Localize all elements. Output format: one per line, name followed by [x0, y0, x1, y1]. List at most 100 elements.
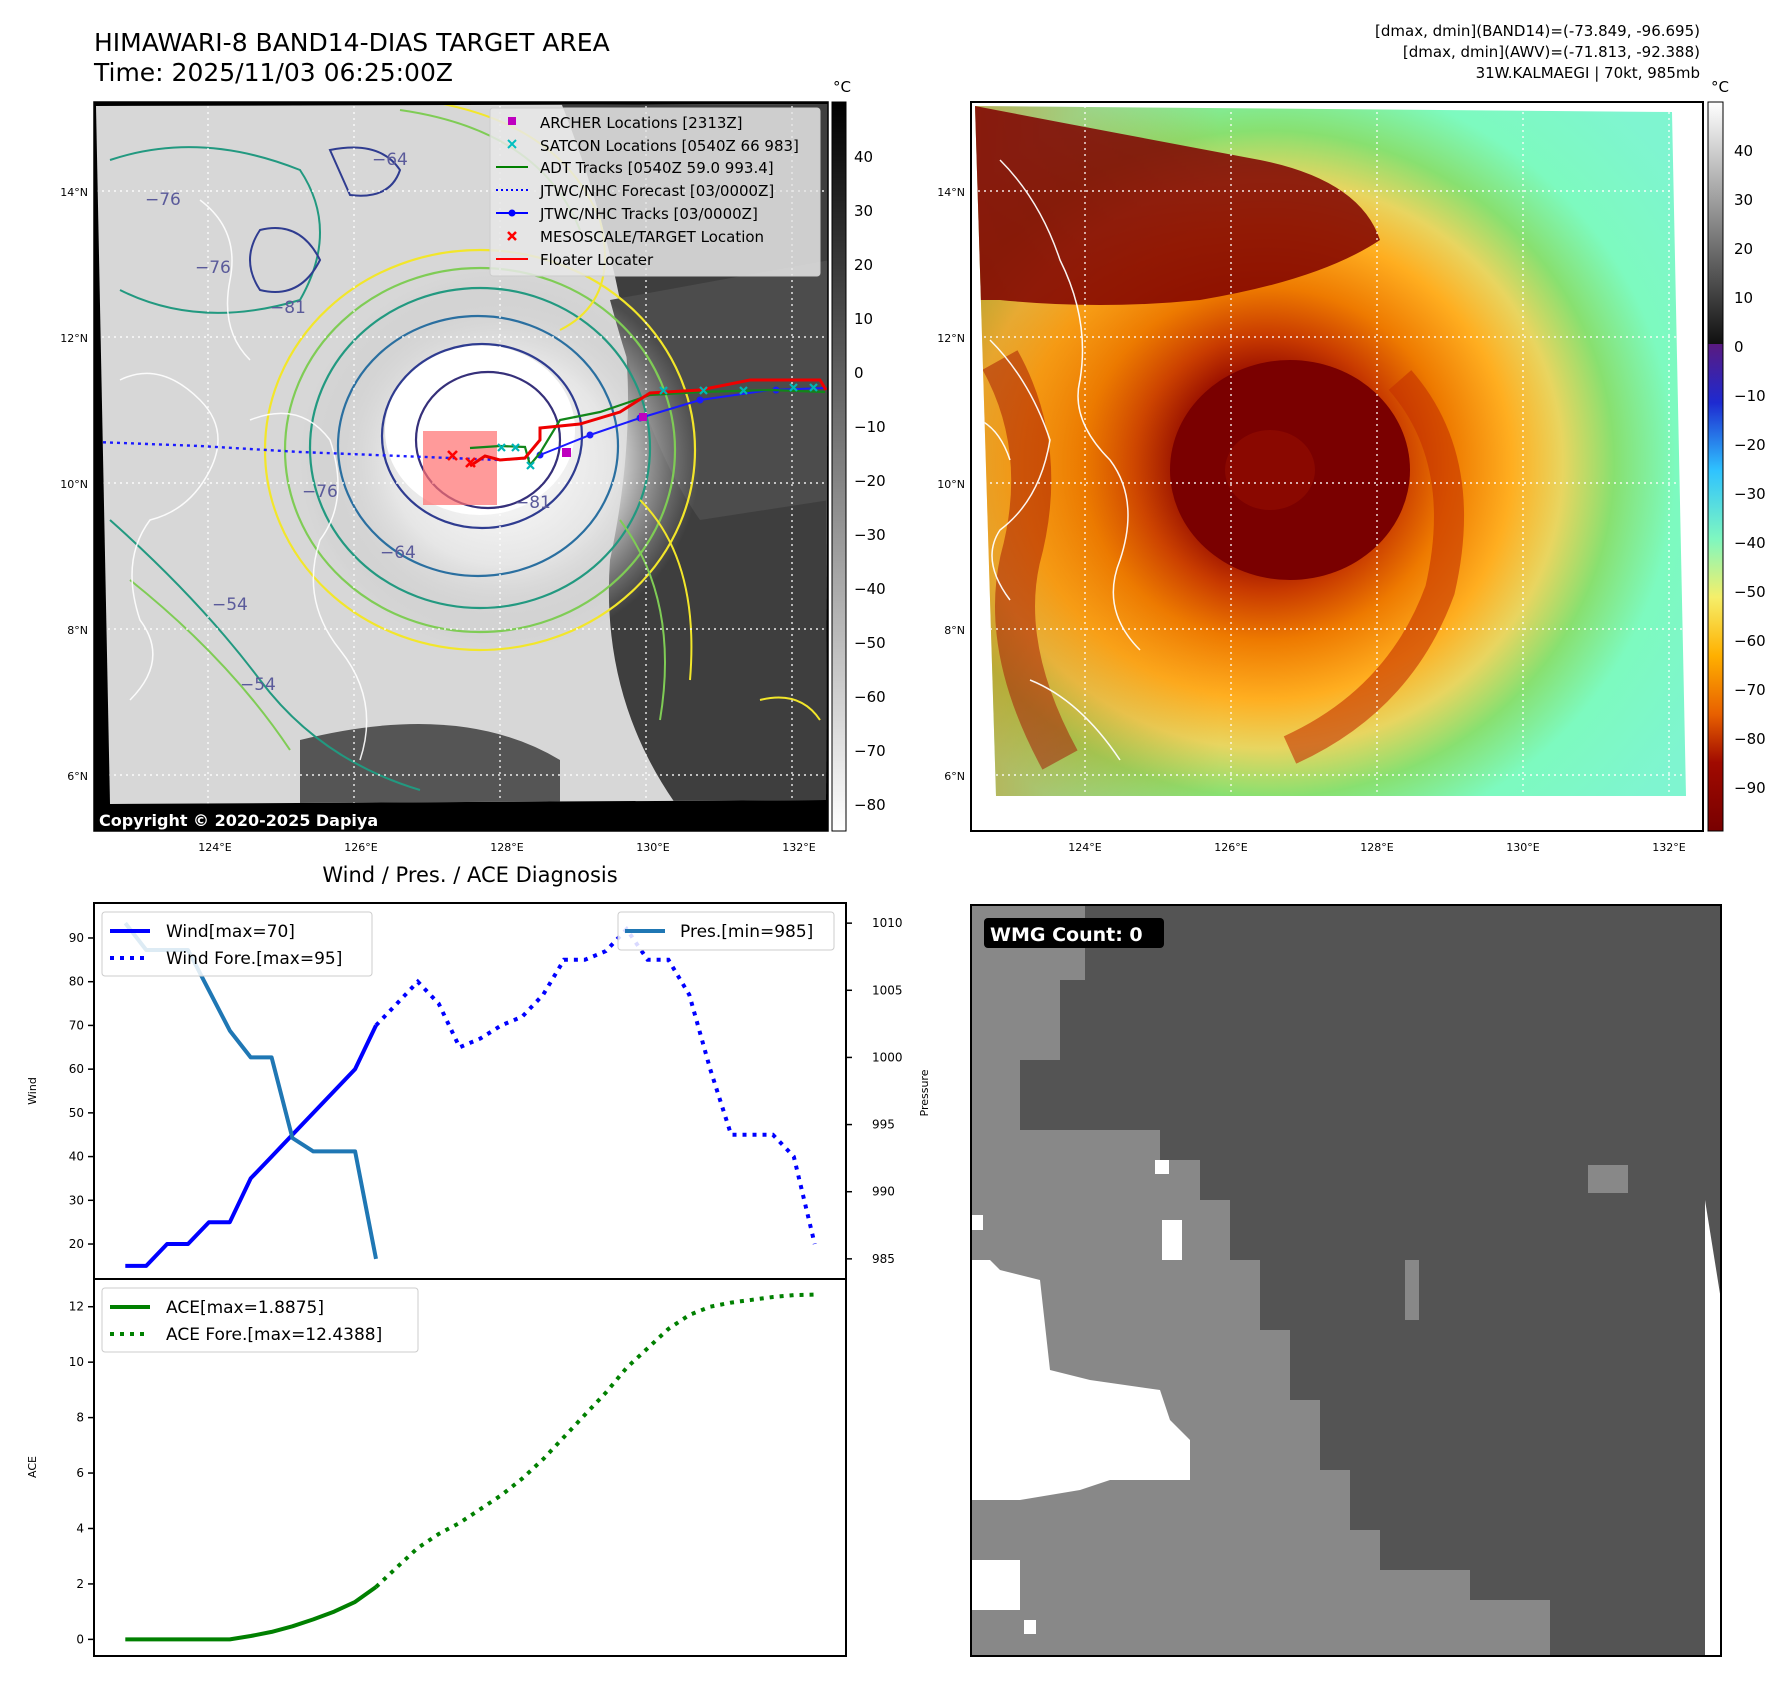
svg-text:12°N: 12°N	[937, 332, 965, 345]
svg-text:−20: −20	[854, 472, 886, 490]
svg-text:−60: −60	[854, 688, 886, 706]
svg-text:132°E: 132°E	[782, 841, 815, 854]
pressure-tick-label: 995	[872, 1118, 895, 1132]
legend-ace-label: ACE[max=1.8875]	[166, 1298, 324, 1318]
copyright-text: Copyright © 2020-2025 Dapiya	[99, 811, 378, 830]
wind-y-ticks: 20 30 40 50 60 70 80 90	[69, 931, 94, 1251]
pressure-y-ticks: 985 990 995 1000 1005 1010	[846, 916, 903, 1266]
awv-satellite-map: 14°N 12°N 10°N 8°N 6°N 124°E 126°E 128°E…	[937, 101, 1704, 854]
svg-text:10°N: 10°N	[60, 478, 88, 491]
wind-tick-label: 60	[69, 1062, 84, 1076]
legend-floater-label: Floater Locater	[540, 251, 654, 269]
svg-text:−60: −60	[1734, 632, 1766, 650]
legend-archer-marker	[508, 117, 516, 125]
ace-tick-label: 10	[69, 1355, 84, 1369]
ir-colorbar-unit: °C	[833, 78, 851, 96]
ace-observed-line	[125, 1585, 378, 1642]
ace-legend: ACE[max=1.8875] ACE Fore.[max=12.4388]	[101, 1287, 419, 1353]
target-area-box	[423, 431, 497, 505]
legend-pres-label: Pres.[min=985]	[680, 922, 813, 942]
right-lat-labels: 14°N 12°N 10°N 8°N 6°N	[937, 186, 965, 783]
figure-title: HIMAWARI-8 BAND14-DIAS TARGET AREA	[94, 28, 610, 57]
ir-colorbar: °C 40 30 20 10 0 −10 −20 −30 −40 −50 −60…	[831, 78, 886, 832]
svg-text:0: 0	[854, 364, 864, 382]
svg-text:−40: −40	[854, 580, 886, 598]
left-lon-labels: 124°E 126°E 128°E 130°E 132°E	[198, 841, 815, 854]
wind-tick-label: 80	[69, 975, 84, 989]
svg-text:8°N: 8°N	[67, 624, 88, 637]
wind-tick-label: 90	[69, 931, 84, 945]
ir-satellite-map: −76 −81 −64 −76 −81 −64 −54 −76 −54 Copy…	[60, 101, 829, 854]
info-awv-range: [dmax, dmin](AWV)=(-71.813, -92.388)	[1402, 43, 1700, 61]
legend-target-marker	[507, 231, 517, 241]
target-markers	[447, 450, 476, 468]
awv-colorbar: °C 40 30 20 10 0 −10 −20 −30 −40 −50 −60…	[1707, 78, 1766, 832]
svg-text:−80: −80	[1734, 730, 1766, 748]
ace-tick-label: 12	[69, 1300, 84, 1314]
legend-jtwc-label: JTWC/NHC Tracks [03/0000Z]	[539, 205, 758, 223]
legend-wind-label: Wind[max=70]	[166, 922, 295, 942]
awv-colorbar-ticks: 40 30 20 10 0 −10 −20 −30 −40 −50 −60 −7…	[1734, 142, 1766, 797]
svg-text:10: 10	[1734, 289, 1753, 307]
svg-text:−76: −76	[145, 190, 181, 210]
svg-text:20: 20	[1734, 240, 1753, 258]
legend-satcon-marker	[507, 139, 517, 149]
legend-forecast-label: JTWC/NHC Forecast [03/0000Z]	[539, 182, 774, 200]
diagnosis-chart-title: Wind / Pres. / ACE Diagnosis	[322, 863, 617, 887]
svg-text:−50: −50	[1734, 583, 1766, 601]
storm-info: 31W.KALMAEGI | 70kt, 985mb	[1475, 64, 1700, 82]
svg-text:130°E: 130°E	[1506, 841, 1539, 854]
wind-tick-label: 30	[69, 1193, 84, 1207]
svg-text:6°N: 6°N	[67, 770, 88, 783]
ace-forecast-line	[374, 1292, 815, 1589]
legend-target-label: MESOSCALE/TARGET Location	[540, 228, 764, 246]
ace-tick-label: 2	[76, 1577, 84, 1591]
svg-text:−76: −76	[302, 482, 338, 502]
ir-colorbar-ticks: 40 30 20 10 0 −10 −20 −30 −40 −50 −60 −7…	[854, 148, 886, 814]
wind-tick-label: 20	[69, 1237, 84, 1251]
wmg-panel: WMG Count: 0	[970, 904, 1722, 1657]
pressure-tick-label: 1000	[872, 1050, 903, 1064]
ace-tick-label: 4	[76, 1521, 84, 1535]
wind-axis-label: Wind	[26, 1077, 39, 1105]
svg-text:128°E: 128°E	[1360, 841, 1393, 854]
svg-text:−90: −90	[1734, 779, 1766, 797]
svg-text:30: 30	[854, 202, 873, 220]
svg-text:0: 0	[1734, 338, 1744, 356]
svg-text:40: 40	[854, 148, 873, 166]
wind-tick-label: 50	[69, 1106, 84, 1120]
wind-tick-label: 70	[69, 1018, 84, 1032]
svg-text:−54: −54	[212, 595, 248, 615]
figure-time: Time: 2025/11/03 06:25:00Z	[94, 58, 453, 87]
floater-track	[469, 378, 828, 468]
svg-text:−70: −70	[854, 742, 886, 760]
ace-y-ticks: 0 2 4 6 8 10 12	[69, 1300, 94, 1646]
svg-text:−30: −30	[1734, 485, 1766, 503]
wind-pressure-chart: 20 30 40 50 60 70 80 90 985 990 995 1000 1005 1010 W…	[26, 902, 931, 1280]
ace-chart: 0 2 4 6 8 10 12 ACE ACE[max=1.8875] ACE Fore.[…	[26, 1278, 847, 1657]
right-lon-labels: 124°E 126°E 128°E 130°E 132°E	[1068, 841, 1685, 854]
pressure-tick-label: 1010	[872, 916, 903, 930]
left-lat-labels: 14°N 12°N 10°N 8°N 6°N	[60, 186, 88, 783]
wind-forecast-line	[374, 926, 817, 1245]
svg-text:126°E: 126°E	[344, 841, 377, 854]
archer-markers	[562, 413, 647, 457]
awv-colorbar-unit: °C	[1711, 78, 1729, 96]
ace-tick-label: 0	[76, 1632, 84, 1646]
legend-archer-label: ARCHER Locations [2313Z]	[540, 114, 743, 132]
legend-adt-label: ADT Tracks [0540Z 59.0 993.4]	[540, 159, 774, 177]
svg-text:14°N: 14°N	[937, 186, 965, 199]
svg-text:−81: −81	[515, 493, 551, 513]
svg-text:−10: −10	[854, 418, 886, 436]
svg-text:14°N: 14°N	[60, 186, 88, 199]
svg-text:−64: −64	[380, 543, 416, 563]
svg-text:6°N: 6°N	[944, 770, 965, 783]
svg-text:126°E: 126°E	[1214, 841, 1247, 854]
svg-text:40: 40	[1734, 142, 1753, 160]
ace-tick-label: 6	[76, 1466, 84, 1480]
svg-text:−40: −40	[1734, 534, 1766, 552]
svg-text:124°E: 124°E	[1068, 841, 1101, 854]
wmg-count-label: WMG Count: 0	[990, 924, 1143, 946]
svg-text:130°E: 130°E	[636, 841, 669, 854]
